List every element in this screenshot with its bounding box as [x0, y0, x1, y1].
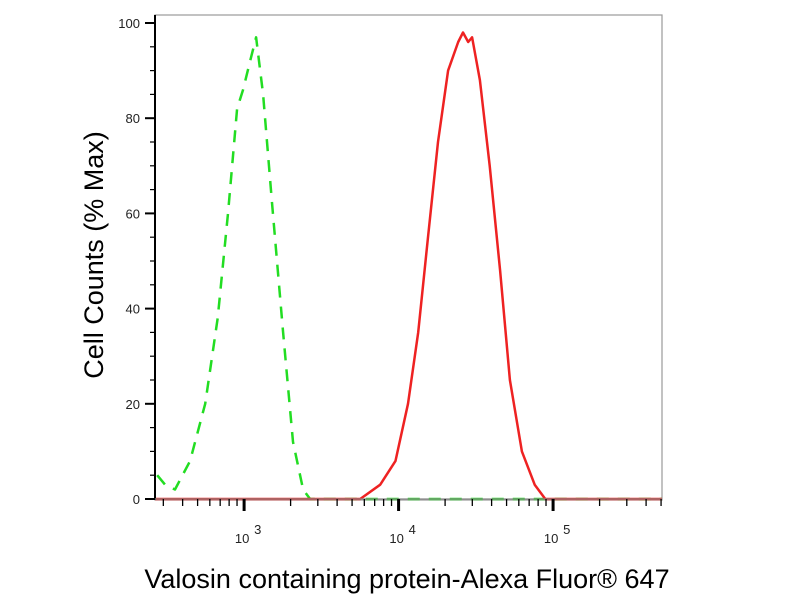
series-line-1: [155, 31, 662, 501]
y-tick-label: 40: [126, 302, 140, 317]
x-tick-exponent: 3: [254, 522, 261, 537]
y-tick-label: 20: [126, 397, 140, 412]
x-tick-label: 10: [544, 531, 558, 546]
series-layer: [155, 31, 662, 501]
x-tick-label: 10: [389, 531, 403, 546]
y-tick-label: 80: [126, 111, 140, 126]
y-tick-label: 0: [133, 492, 140, 507]
y-tick-label: 100: [118, 16, 140, 31]
x-tick-exponent: 5: [563, 522, 570, 537]
y-axis-label: Cell Counts (% Max): [79, 131, 109, 379]
y-tick-label: 60: [126, 206, 140, 221]
x-tick-exponent: 4: [409, 522, 416, 537]
x-tick-label: 10: [235, 531, 249, 546]
plot-frame: [154, 14, 663, 501]
axes-layer: 0 20 40 60 80 100 10 3 10 4 10 5: [118, 15, 662, 546]
x-axis-label: Valosin containing protein-Alexa Fluor® …: [144, 564, 669, 594]
series-line-0: [156, 36, 662, 501]
